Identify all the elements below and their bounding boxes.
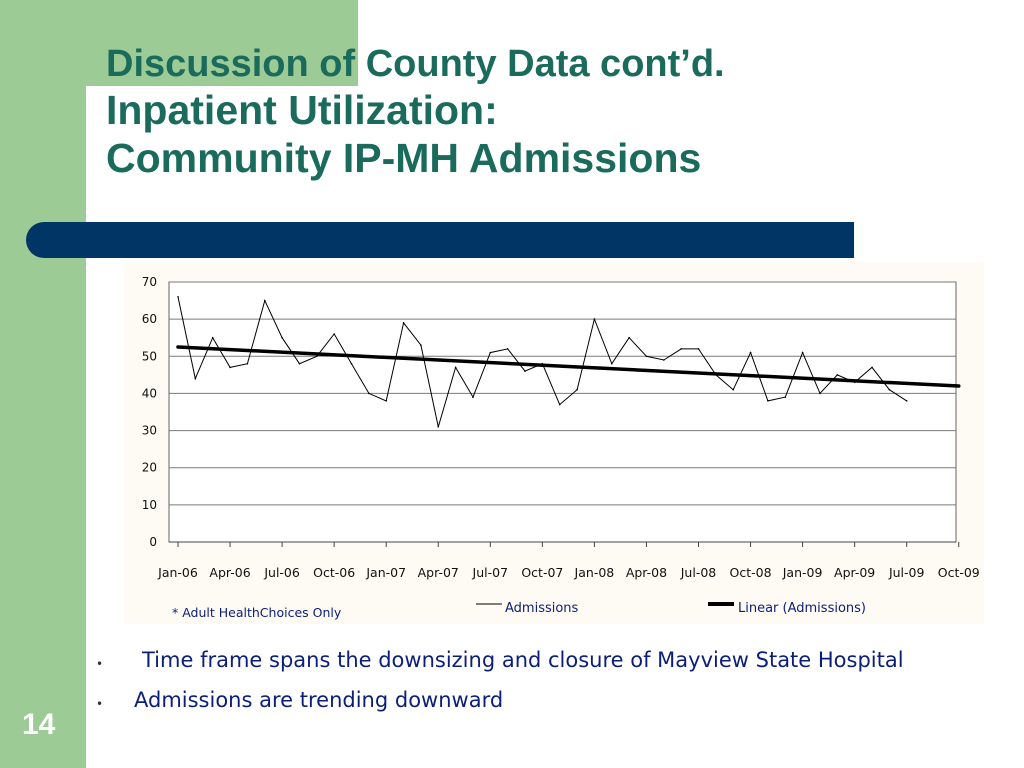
admissions-data-point xyxy=(211,336,214,339)
legend-label-linear: Linear (Admissions) xyxy=(738,601,866,616)
admissions-data-point xyxy=(298,362,301,365)
x-tick-label: Apr-07 xyxy=(418,565,459,580)
y-tick-label: 20 xyxy=(142,461,157,475)
footnote: * Adult HealthChoices Only xyxy=(172,605,342,620)
admissions-data-point xyxy=(628,336,630,339)
admissions-data-point xyxy=(558,403,561,406)
admissions-data-point xyxy=(194,377,197,380)
admissions-data-point xyxy=(645,355,648,358)
admissions-data-point xyxy=(593,318,596,320)
bullet-icon: • xyxy=(96,697,104,711)
x-tick-label: Oct-06 xyxy=(313,565,355,580)
title-line-1-part-1: Discussion xyxy=(106,43,309,85)
sidebar-top-block xyxy=(86,0,358,86)
admissions-data-point xyxy=(749,351,752,354)
bullet-text: Admissions are trending downward xyxy=(134,688,504,712)
admissions-data-point xyxy=(350,362,353,365)
admissions-data-point xyxy=(281,336,283,339)
x-tick-label: Jan-07 xyxy=(365,565,406,580)
admissions-data-point xyxy=(333,333,335,335)
x-tick-label: Jan-09 xyxy=(782,565,823,580)
admissions-data-point xyxy=(368,392,370,395)
admissions-data-point xyxy=(680,348,682,350)
admissions-data-point xyxy=(246,362,249,365)
admissions-data-point xyxy=(316,355,318,358)
admissions-data-point xyxy=(437,426,440,428)
admissions-data-point xyxy=(697,348,700,350)
admissions-data-point xyxy=(420,344,422,346)
admissions-data-point xyxy=(524,370,526,372)
admissions-data-point xyxy=(506,348,509,350)
x-tick-label: Jul-08 xyxy=(680,565,717,580)
y-tick-label: 0 xyxy=(149,535,157,549)
plot-area xyxy=(168,281,957,543)
x-tick-label: Apr-09 xyxy=(834,565,875,580)
title-line-1-part-2: of County Data cont’d. xyxy=(308,43,725,85)
legend-label-admissions: Admissions xyxy=(505,601,579,616)
admissions-data-point xyxy=(385,400,388,402)
y-tick-label: 10 xyxy=(142,498,157,512)
admissions-data-point xyxy=(732,388,734,391)
admissions-data-point xyxy=(229,366,231,369)
admissions-data-point xyxy=(489,351,492,354)
x-tick-label: Jan-08 xyxy=(574,565,615,580)
admissions-chart: 0 10 20 30 40 50 60 70 Jan-06 Apr-06 Jul-06 Oct-06 J… xyxy=(142,275,980,620)
sidebar-left xyxy=(0,0,86,768)
x-tick-label: Apr-06 xyxy=(209,565,250,580)
slide-title: Discussion of County Data cont’d. Inpati… xyxy=(106,42,725,182)
admissions-data-point xyxy=(576,388,578,391)
bullet-item: • Admissions are trending downward xyxy=(96,686,996,726)
x-tick-label: Jul-06 xyxy=(263,565,300,580)
y-tick-label: 50 xyxy=(142,349,157,363)
admissions-data-point xyxy=(888,388,891,391)
title-line-2: Inpatient Utilization: xyxy=(106,87,498,133)
admissions-data-point xyxy=(801,351,804,354)
admissions-data-point xyxy=(905,400,908,402)
y-tick-label: 60 xyxy=(142,312,157,326)
y-tick-label: 40 xyxy=(142,386,157,400)
title-line-1: Discussion of County Data cont’d. xyxy=(106,42,725,86)
bullet-list: • Time frame spans the downsizing and cl… xyxy=(96,646,996,726)
bullet-text: Time frame spans the downsizing and clos… xyxy=(142,648,904,672)
admissions-data-point xyxy=(871,366,873,369)
admissions-data-point xyxy=(177,296,179,298)
header-divider-bar xyxy=(26,222,854,258)
admissions-data-point xyxy=(784,396,787,398)
page-number: 14 xyxy=(22,708,56,741)
chart-panel: 0 10 20 30 40 50 60 70 Jan-06 Apr-06 Jul-06 Oct-06 J… xyxy=(124,262,984,624)
admissions-data-point xyxy=(263,299,266,302)
admissions-data-point xyxy=(402,322,405,324)
x-tick-label: Oct-09 xyxy=(938,565,980,580)
x-tick-label: Apr-08 xyxy=(626,565,667,580)
admissions-data-point xyxy=(819,392,821,395)
x-tick-label: Oct-08 xyxy=(730,565,772,580)
linear-trend-line xyxy=(176,345,961,388)
y-tick-label: 70 xyxy=(142,275,157,289)
admissions-data-point xyxy=(610,362,613,365)
admissions-data-point xyxy=(472,396,474,398)
x-tick-label: Oct-07 xyxy=(521,565,563,580)
x-tick-label: Jul-09 xyxy=(888,565,925,580)
admissions-data-point xyxy=(836,374,839,376)
x-tick-label: Jul-07 xyxy=(472,565,509,580)
bullet-icon: • xyxy=(96,657,104,671)
title-line-3: Community IP-MH Admissions xyxy=(106,135,702,181)
x-tick-label: Jan-06 xyxy=(157,565,198,580)
admissions-data-point xyxy=(454,366,457,369)
admissions-data-point xyxy=(767,400,769,402)
y-tick-label: 30 xyxy=(142,424,157,438)
bullet-item: • Time frame spans the downsizing and cl… xyxy=(96,646,996,686)
title-background xyxy=(86,86,1024,216)
admissions-data-point xyxy=(663,359,665,361)
